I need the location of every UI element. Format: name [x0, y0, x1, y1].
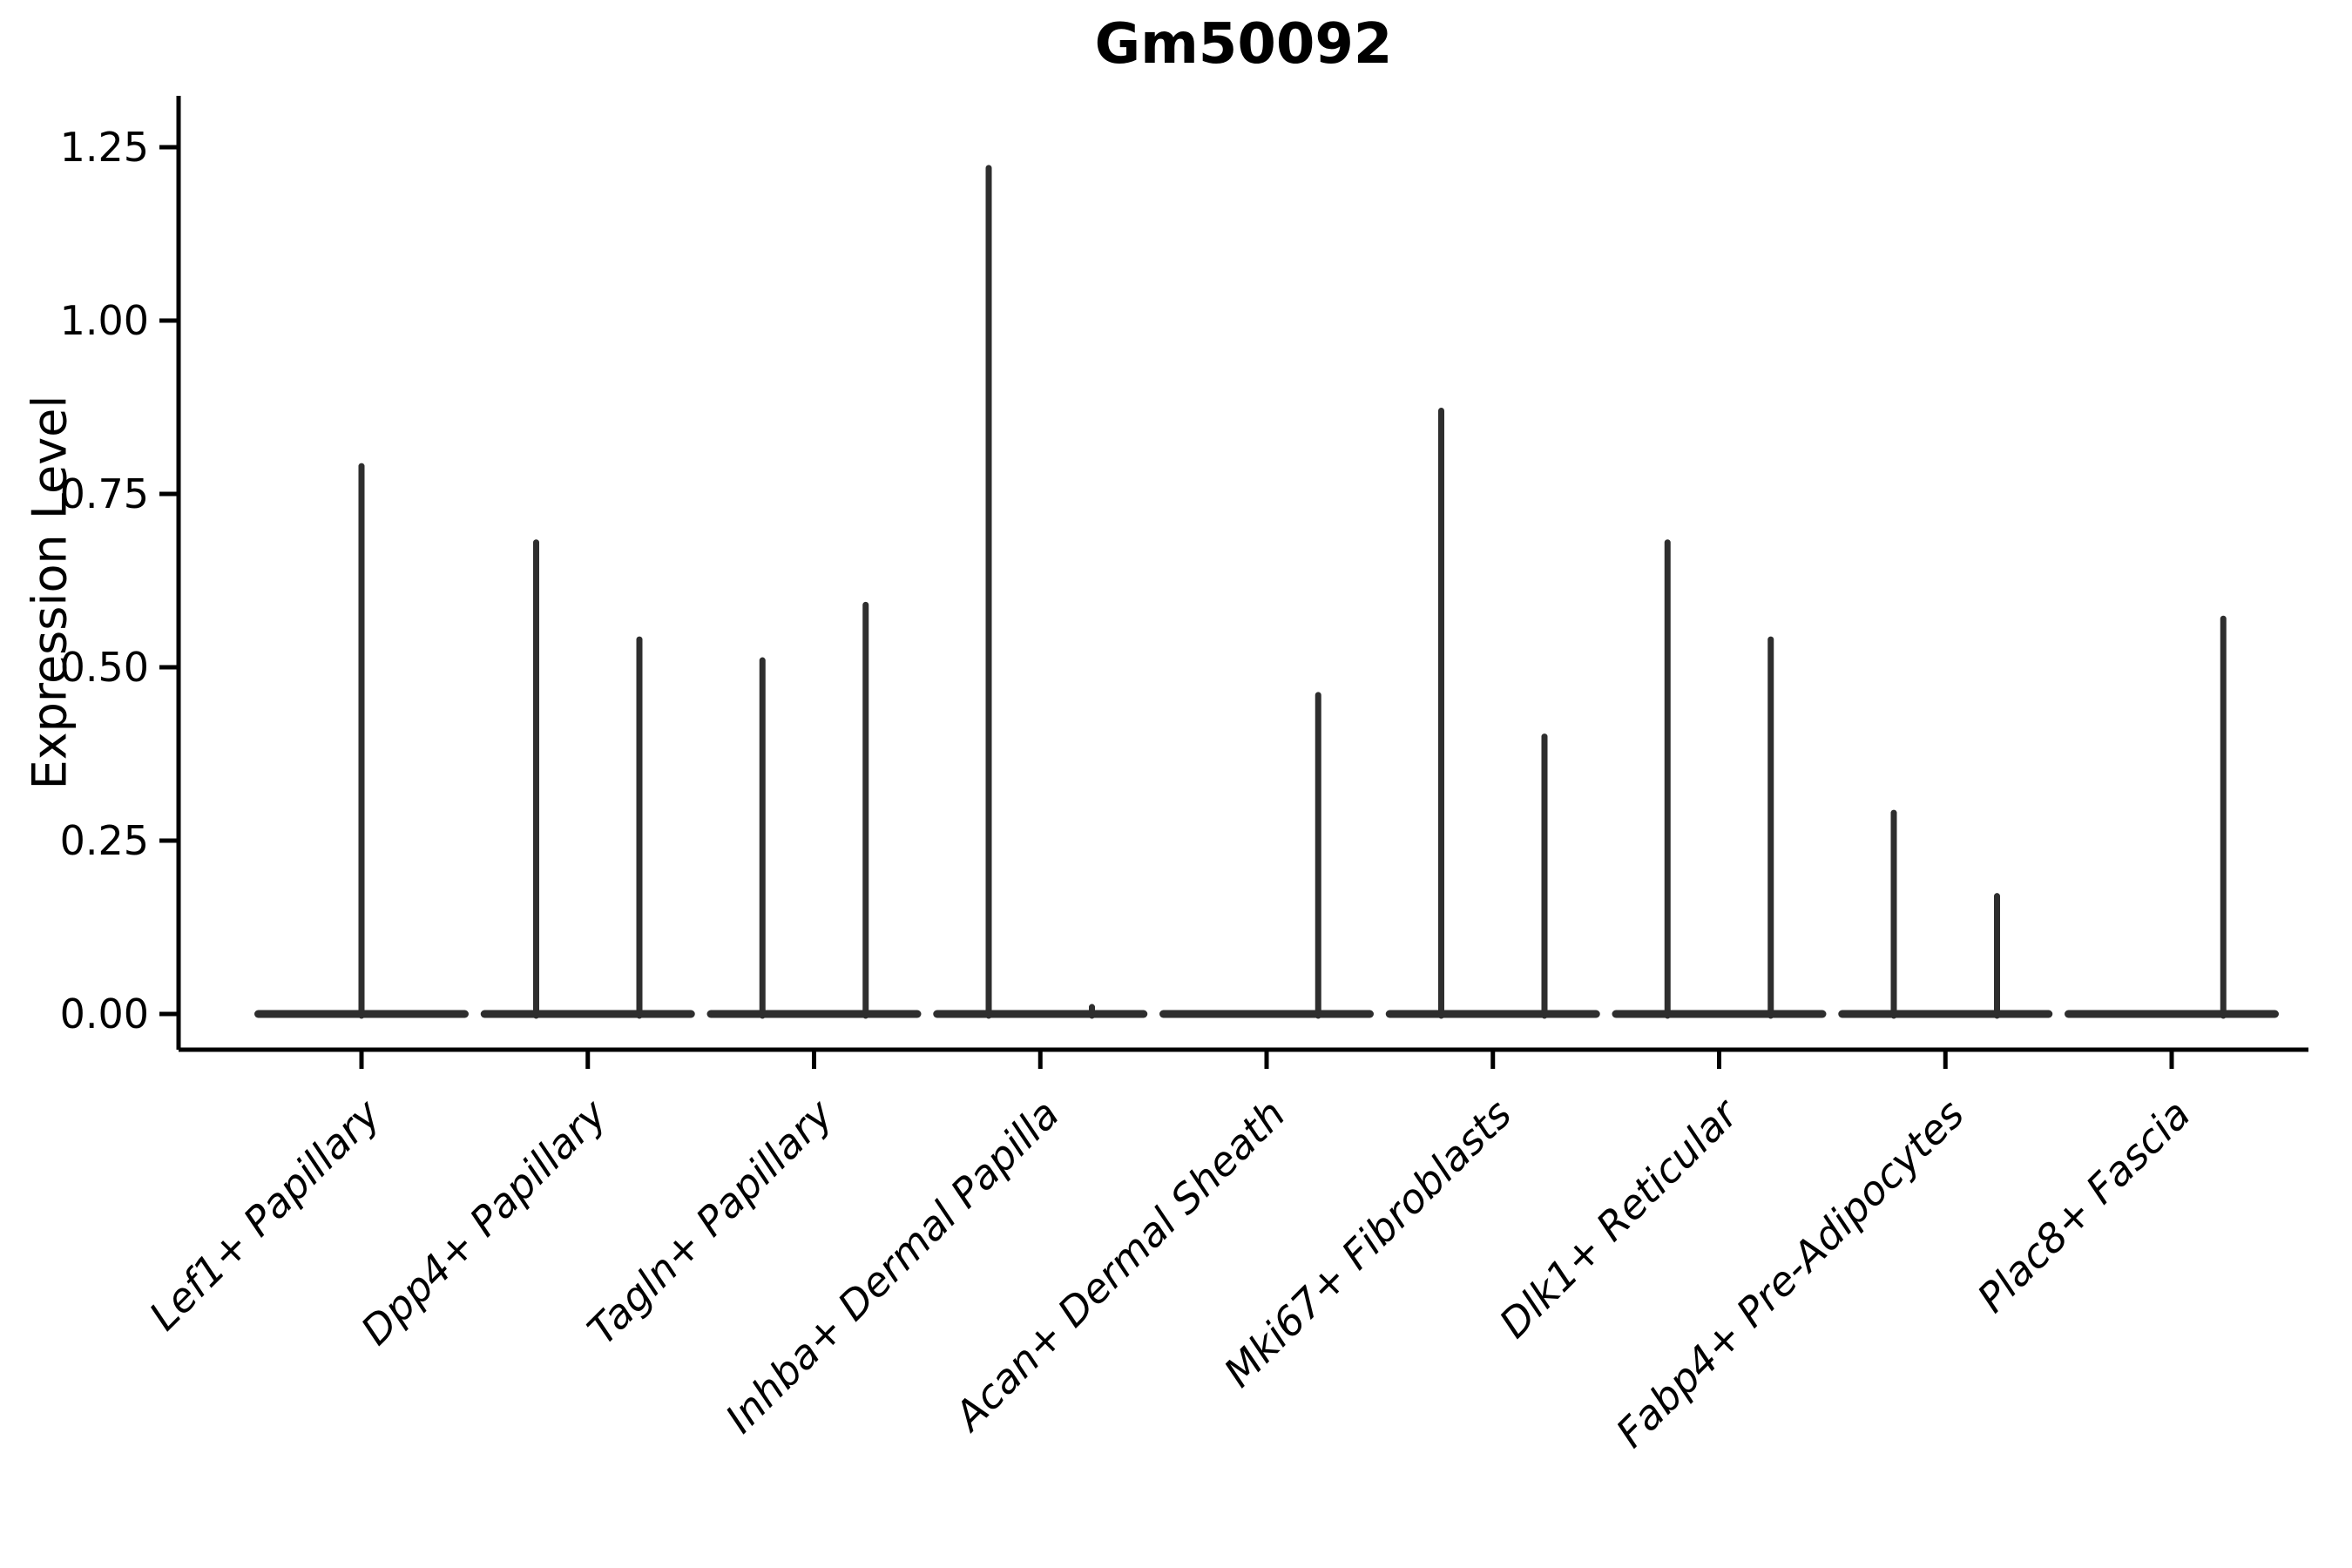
- chart-title: Gm50092: [1094, 12, 1393, 77]
- x-tick-label: Dlk1+ Reticular: [1490, 1088, 1749, 1347]
- y-tick-label: 0.00: [60, 990, 149, 1037]
- y-tick-label: 0.50: [60, 644, 149, 691]
- y-tick-label: 1.25: [60, 124, 149, 171]
- y-axis-label: Expression Level: [22, 395, 78, 790]
- y-tick-label: 0.75: [60, 470, 149, 517]
- y-tick-label: 1.00: [60, 297, 149, 344]
- y-tick-label: 0.25: [60, 817, 149, 864]
- x-tick-label: Lef1+ Papillary: [140, 1090, 389, 1339]
- x-tick-label: Dpp4+ Papillary: [352, 1090, 616, 1354]
- x-tick-label: Tagln+ Papillary: [578, 1090, 842, 1354]
- x-tick-label: Plac8+ Fascia: [1968, 1091, 2199, 1321]
